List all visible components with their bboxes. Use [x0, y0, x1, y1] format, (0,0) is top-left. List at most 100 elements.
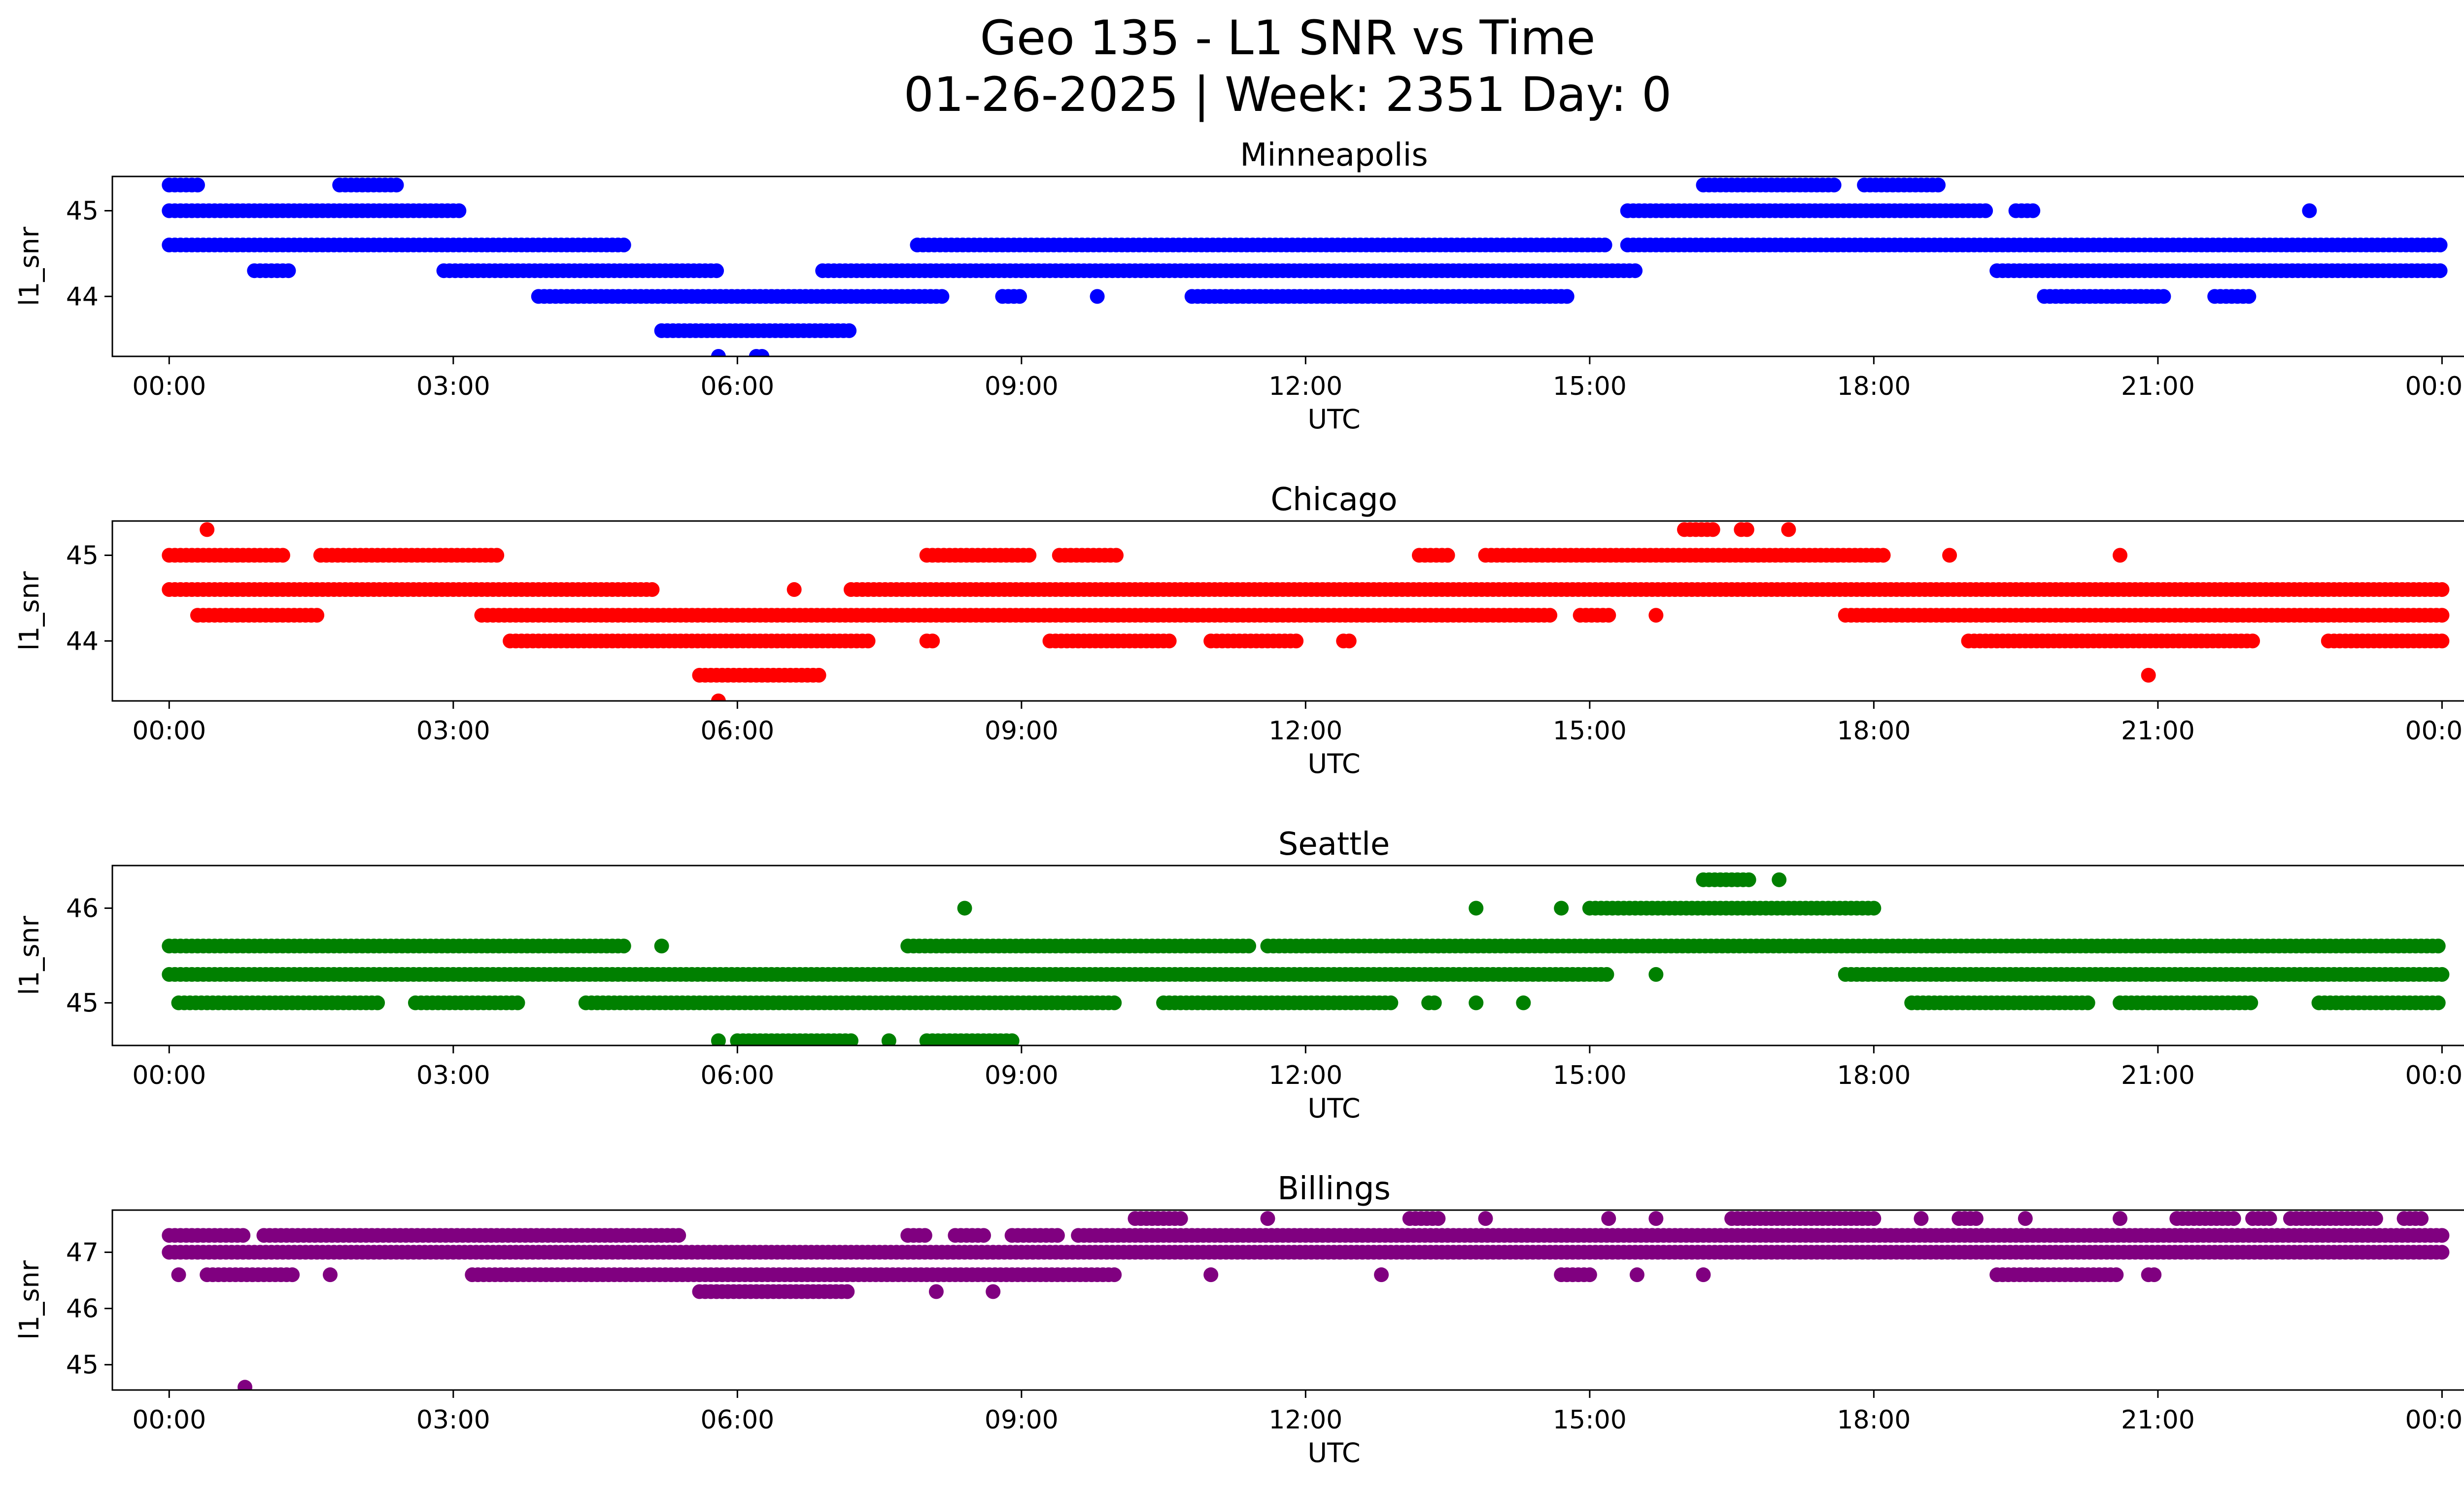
x-tick-label: 03:00 [416, 716, 490, 746]
x-tick-label: 03:00 [416, 1061, 490, 1090]
data-point [1648, 967, 1664, 982]
data-point [2434, 1228, 2450, 1243]
data-point [1516, 995, 1531, 1010]
subplot-billings: Billings 00:00 03:00 06:00 09:00 12:00 15:00 18… [14, 1171, 2464, 1468]
data-point [957, 901, 972, 916]
data-point [2080, 995, 2095, 1010]
x-axis-label: UTC [1307, 1437, 1360, 1468]
data-point [451, 203, 467, 218]
data-point [2113, 548, 2128, 563]
data-point [281, 263, 296, 278]
x-tick-label: 18:00 [1837, 1061, 1911, 1090]
data-point [1601, 608, 1616, 623]
x-tick-label: 03:00 [416, 372, 490, 401]
data-point [2302, 203, 2317, 218]
x-tick-label: 18:00 [1837, 716, 1911, 746]
data-point [2109, 1267, 2124, 1283]
data-point [1931, 177, 1946, 193]
data-point [2432, 263, 2448, 278]
data-point [1289, 633, 1304, 649]
x-tick-label: 09:00 [985, 716, 1059, 746]
data-point [2245, 633, 2260, 649]
data-point [2434, 967, 2450, 982]
x-tick-label: 18:00 [1837, 1405, 1911, 1435]
data-point [671, 1228, 686, 1243]
data-point [711, 1033, 726, 1045]
data-point [171, 1267, 186, 1283]
data-point [1107, 1267, 1122, 1283]
data-point [510, 995, 525, 1010]
plot-frame [111, 520, 2464, 702]
data-point [645, 582, 660, 597]
data-point [1109, 548, 1124, 563]
data-point [843, 1033, 858, 1045]
data-point [1876, 548, 1891, 563]
x-tick-label: 09:00 [985, 1061, 1059, 1090]
x-tick-label: 12:00 [1268, 716, 1342, 746]
data-point [1559, 289, 1574, 304]
x-tick-label: 21:00 [2121, 372, 2195, 401]
data-point [1696, 1267, 1711, 1283]
x-tick-label: 06:00 [700, 716, 774, 746]
data-point [1554, 901, 1569, 916]
data-point [1629, 1267, 1644, 1283]
data-point [1203, 1267, 1219, 1283]
data-point [1004, 1033, 1020, 1045]
data-point [860, 633, 876, 649]
data-point [275, 548, 290, 563]
x-tick-label: 18:00 [1837, 372, 1911, 401]
data-point [1431, 1211, 1446, 1226]
data-point [1012, 289, 1027, 304]
x-tick-label: 15:00 [1553, 372, 1627, 401]
data-point [2432, 238, 2448, 253]
data-point [1781, 522, 1796, 537]
x-tick-label: 00:00 [2405, 1405, 2464, 1435]
x-tick-label: 06:00 [700, 1061, 774, 1090]
data-point [616, 939, 631, 954]
data-point [2018, 1211, 2033, 1226]
scatter-points [162, 872, 2450, 1045]
x-tick-label: 12:00 [1268, 372, 1342, 401]
data-point [1968, 1211, 1984, 1226]
subplot-title: Chicago [1270, 482, 1397, 518]
data-point [1107, 995, 1122, 1010]
x-tick-label: 12:00 [1268, 1061, 1342, 1090]
data-point [2226, 1211, 2241, 1226]
subplot-seattle: Seattle 00:00 03:00 06:00 09:00 12:00 15:00 18:… [14, 826, 2464, 1124]
data-point [881, 1033, 896, 1045]
data-point [1090, 289, 1105, 304]
data-point [1978, 203, 1993, 218]
y-tick-label: 45 [66, 989, 99, 1018]
data-point [2141, 667, 2156, 683]
data-point [2430, 995, 2446, 1010]
data-point [489, 548, 505, 563]
data-point [2434, 582, 2450, 597]
data-point [1542, 608, 1558, 623]
data-point [2368, 1211, 2383, 1226]
x-tick-label: 06:00 [700, 1405, 774, 1435]
data-point [1050, 1228, 1065, 1243]
x-tick-label: 00:00 [2405, 372, 2464, 401]
data-point [616, 238, 631, 253]
plot-frame [111, 175, 2464, 357]
y-axis-label: l1_snr [14, 226, 45, 306]
x-tick-label: 00:00 [2405, 716, 2464, 746]
data-point [1648, 608, 1664, 623]
data-point [1469, 901, 1484, 916]
data-point [654, 939, 669, 954]
data-point [711, 349, 726, 356]
data-point [1341, 633, 1357, 649]
data-point [2025, 203, 2041, 218]
y-axis-label: l1_snr [14, 1260, 45, 1340]
data-point [200, 522, 215, 537]
subplot-title: Seattle [1278, 826, 1390, 863]
data-point [811, 667, 826, 683]
data-point [934, 289, 950, 304]
figure-title-line1: Geo 135 - L1 SNR vs Time [980, 10, 1596, 66]
plot-frame [111, 865, 2464, 1046]
data-point [1741, 872, 1756, 887]
x-axis-label: UTC [1307, 748, 1360, 779]
data-point [2434, 608, 2450, 623]
data-point [2414, 1211, 2429, 1226]
